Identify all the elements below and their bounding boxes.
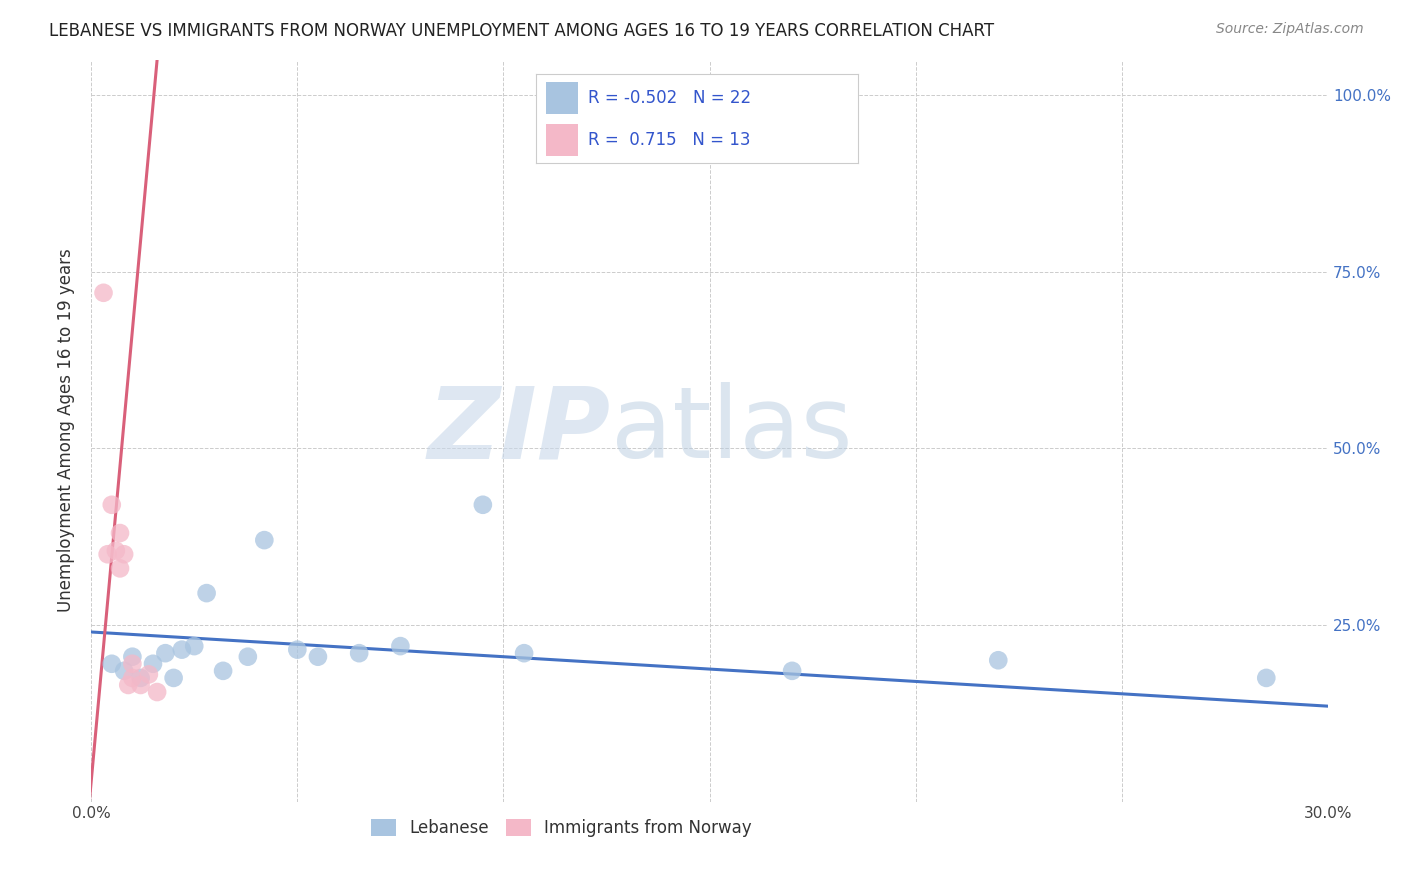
Point xyxy=(162,671,184,685)
Point xyxy=(307,649,329,664)
Point xyxy=(285,642,308,657)
Point xyxy=(212,664,235,678)
Text: ZIP: ZIP xyxy=(427,382,610,479)
Point xyxy=(117,678,139,692)
Point xyxy=(100,498,122,512)
Point xyxy=(389,639,412,653)
Point xyxy=(513,646,536,660)
Point xyxy=(236,649,259,664)
Point xyxy=(112,547,135,561)
Point xyxy=(97,547,120,561)
Point xyxy=(129,671,152,685)
Point xyxy=(129,678,152,692)
Point xyxy=(121,671,143,685)
Point xyxy=(780,664,803,678)
Point xyxy=(121,657,143,671)
Point xyxy=(183,639,205,653)
Text: LEBANESE VS IMMIGRANTS FROM NORWAY UNEMPLOYMENT AMONG AGES 16 TO 19 YEARS CORREL: LEBANESE VS IMMIGRANTS FROM NORWAY UNEMP… xyxy=(49,22,994,40)
Point xyxy=(1256,671,1278,685)
Point xyxy=(108,561,131,575)
Y-axis label: Unemployment Among Ages 16 to 19 years: Unemployment Among Ages 16 to 19 years xyxy=(58,249,75,613)
Point xyxy=(121,649,143,664)
Point xyxy=(100,657,122,671)
Point xyxy=(253,533,276,548)
Point xyxy=(108,526,131,541)
Point xyxy=(347,646,370,660)
Point xyxy=(104,543,127,558)
Legend: Lebanese, Immigrants from Norway: Lebanese, Immigrants from Norway xyxy=(363,810,759,846)
Point xyxy=(93,285,115,300)
Point xyxy=(112,664,135,678)
Point xyxy=(987,653,1010,667)
Point xyxy=(471,498,494,512)
Point xyxy=(155,646,177,660)
Point xyxy=(142,657,165,671)
Point xyxy=(146,685,169,699)
Text: atlas: atlas xyxy=(610,382,852,479)
Text: Source: ZipAtlas.com: Source: ZipAtlas.com xyxy=(1216,22,1364,37)
Point xyxy=(195,586,218,600)
Point xyxy=(138,667,160,681)
Point xyxy=(170,642,193,657)
